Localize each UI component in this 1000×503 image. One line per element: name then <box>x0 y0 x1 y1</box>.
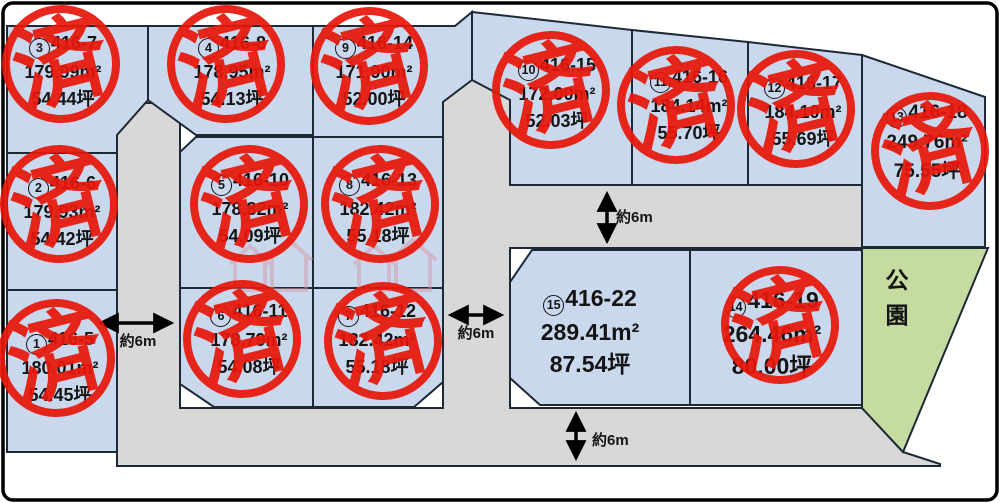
plot-number-badge: 1 <box>25 334 47 355</box>
plot-number-badge: 2 <box>27 178 49 199</box>
plot-number-badge: 12 <box>763 78 785 99</box>
plot-number-badge: 7 <box>337 306 359 327</box>
plot-label-416-16: 11 416-16 184.14m² 55.70坪 <box>649 67 729 143</box>
house-icon <box>228 237 314 292</box>
plot-label-416-14: 9 416-14 171.90m² 52.00坪 <box>334 33 414 109</box>
plot-label-416-22: 15 416-22 289.41m² 87.54坪 <box>540 285 640 377</box>
plot-label-416-18: 13 416-18 249.76m² 75.55坪 <box>886 102 968 182</box>
plot-number-badge: 5 <box>210 175 232 196</box>
plot-number-badge: 13 <box>886 107 908 128</box>
house-icon <box>352 237 438 292</box>
plot-label-416-17: 12 416-17 184.10m² 55.69坪 <box>763 73 843 149</box>
plot-label-416-11: 6 416-11 178.79m² 54.08坪 <box>210 301 288 377</box>
plot-label-416-19: 14 416-19 264.46m² 80.00坪 <box>722 287 822 379</box>
plot-label-416-13: 8 416-13 182.42m² 55.18坪 <box>338 170 418 246</box>
plot-label-416-15: 10 416-15 172.00m² 52.03坪 <box>517 55 597 131</box>
plot-number-badge: 14 <box>725 296 747 318</box>
road-width-label-left: 約6m <box>119 333 157 350</box>
park-shape <box>861 247 990 454</box>
road-width-label-bottom: 約6m <box>592 432 629 449</box>
plot-number-badge: 15 <box>543 294 565 316</box>
plot-shape-416-8 <box>147 25 314 136</box>
park-label: 公園 <box>882 268 908 338</box>
plot-shape-416-5 <box>6 289 118 453</box>
plot-label-416-12: 7 416-12 182.42m² 55.18坪 <box>337 301 417 377</box>
plot-number-badge: 11 <box>649 72 671 93</box>
plot-number-badge: 10 <box>517 60 539 81</box>
plot-label-416-8: 4 416-8 178.95m² 54.13坪 <box>193 33 271 109</box>
plot-label-416-6: 2 416-6 179.93m² 54.42坪 <box>23 173 101 249</box>
plot-number-badge: 8 <box>338 175 360 196</box>
plot-number-badge: 4 <box>197 38 219 59</box>
road-width-label-center: 約6m <box>457 325 495 342</box>
plot-label-416-7: 3 416-7 179.99m² 54.44坪 <box>24 33 102 109</box>
plot-label-416-10: 5 416-10 178.82m² 54.09坪 <box>210 170 290 246</box>
road-width-label-right: 約6m <box>616 209 653 226</box>
plot-number-badge: 6 <box>210 306 232 327</box>
plot-number-badge: 9 <box>334 38 356 59</box>
plot-label-416-5: 1 416-5 180.01m² 54.45坪 <box>21 329 99 405</box>
plot-number-badge: 3 <box>28 38 50 59</box>
